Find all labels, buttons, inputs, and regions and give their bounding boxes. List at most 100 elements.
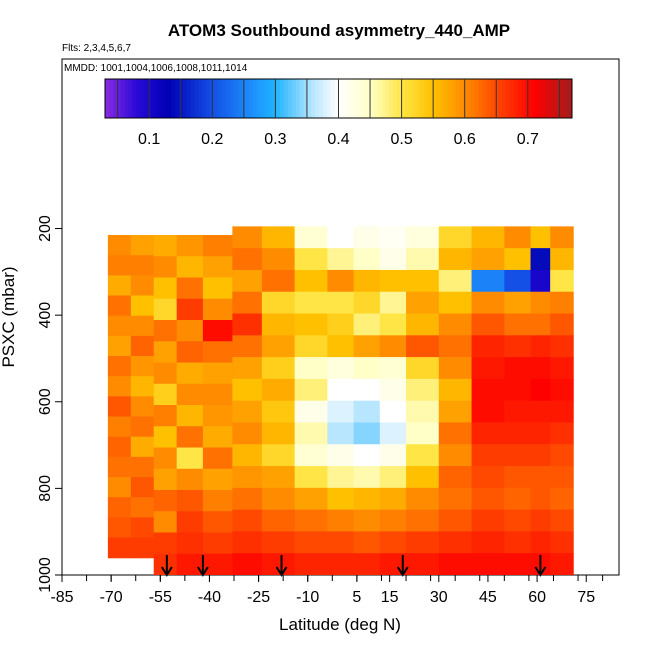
- x-tick-label: -85: [50, 589, 73, 606]
- heatmap-cell: [202, 532, 233, 555]
- heatmap-cell: [471, 269, 505, 293]
- heatmap-cell: [530, 400, 551, 424]
- heatmap-cell: [550, 422, 574, 445]
- heatmap-cell: [406, 553, 440, 575]
- heatmap-cell: [261, 357, 296, 380]
- heatmap-cell: [261, 509, 296, 533]
- colorbar-segment: [509, 79, 515, 118]
- colorbar-segment: [330, 79, 336, 118]
- colorbar-segment: [404, 79, 410, 118]
- heatmap-cell: [353, 531, 381, 554]
- heatmap-cell: [202, 490, 233, 512]
- heatmap-cell: [261, 248, 296, 271]
- heatmap-cell: [379, 444, 407, 467]
- heatmap-cell: [294, 357, 328, 380]
- colorbar-segment: [533, 79, 538, 118]
- heatmap-cell: [130, 537, 155, 559]
- heatmap-cell: [261, 487, 296, 511]
- heatmap-cell: [261, 378, 296, 402]
- heatmap-cell: [471, 531, 505, 554]
- colorbar-tick-label: 0.6: [454, 131, 476, 148]
- heatmap-cell: [232, 553, 263, 575]
- colorbar-segment: [245, 79, 250, 118]
- heatmap-cell: [353, 509, 381, 533]
- heatmap-cell: [107, 456, 132, 478]
- heatmap-cell: [232, 291, 263, 315]
- colorbar-segment: [143, 79, 149, 118]
- heatmap-cell: [130, 275, 155, 297]
- colorbar-segment: [470, 79, 476, 118]
- heatmap-cell: [202, 277, 233, 300]
- heatmap-cell: [294, 269, 328, 293]
- heatmap-cell: [232, 378, 263, 402]
- colorbar-segment: [213, 79, 219, 118]
- profile-column: [327, 226, 355, 575]
- colorbar-segment: [124, 79, 129, 118]
- heatmap-cell: [107, 255, 132, 276]
- heatmap-cell: [550, 335, 574, 358]
- colorbar-segment: [303, 79, 308, 118]
- heatmap-cell: [438, 335, 473, 358]
- heatmap-cell: [504, 269, 532, 293]
- colorbar-segment: [381, 79, 386, 118]
- heatmap-cell: [202, 447, 233, 470]
- colorbar-segment: [342, 79, 347, 118]
- colorbar-segment: [482, 79, 487, 118]
- heatmap-cell: [504, 466, 532, 489]
- heatmap-cell: [530, 466, 551, 489]
- heatmap-cell: [550, 313, 574, 336]
- profile-column: [232, 226, 263, 575]
- heatmap-cell: [130, 255, 155, 276]
- colorbar-segment: [357, 79, 363, 118]
- heatmap-cell: [294, 226, 328, 249]
- heatmap-cell: [379, 313, 407, 336]
- heatmap-cell: [353, 444, 381, 467]
- y-tick-label: 1000: [37, 557, 54, 593]
- heatmap-cell: [353, 553, 381, 575]
- colorbar-segment: [334, 79, 339, 118]
- x-tick-label: -10: [296, 589, 319, 606]
- heatmap-cell: [202, 468, 233, 491]
- heatmap-cell: [379, 487, 407, 511]
- heatmap-cell: [530, 357, 551, 380]
- heatmap-cell: [379, 466, 407, 489]
- heatmap-cell: [504, 378, 532, 402]
- heatmap-cell: [471, 291, 505, 315]
- colorbar-segment: [490, 79, 495, 118]
- heatmap-cell: [471, 400, 505, 424]
- colorbar-tick-label: 0.1: [138, 131, 160, 148]
- heatmap-cell: [327, 487, 355, 511]
- heatmap-cell: [550, 269, 574, 293]
- heatmap-cell: [353, 466, 381, 489]
- heatmap-cell: [438, 466, 473, 489]
- heatmap-cell: [504, 357, 532, 380]
- heatmap-cell: [261, 291, 296, 315]
- heatmap-cell: [232, 444, 263, 467]
- heatmap-cell: [327, 400, 355, 424]
- colorbar-segment: [307, 79, 312, 118]
- heatmap-cell: [530, 335, 551, 358]
- x-tick-label: -40: [198, 589, 221, 606]
- heatmap-cell: [504, 509, 532, 533]
- heatmap-cell: [294, 487, 328, 511]
- colorbar-segment: [132, 79, 137, 118]
- heatmap-cell: [530, 313, 551, 336]
- heatmap-cell: [406, 378, 440, 402]
- colorbar-segment: [264, 79, 269, 118]
- profile-column: [530, 226, 551, 575]
- colorbar-segment: [521, 79, 526, 118]
- profile-arrow: [275, 555, 288, 577]
- heatmap-cell: [261, 335, 296, 358]
- heatmap-cell: [176, 277, 204, 300]
- profile-column: [294, 226, 328, 575]
- colorbar-segment: [505, 79, 511, 118]
- colorbar-segment: [151, 79, 157, 118]
- heatmap-cell: [438, 313, 473, 336]
- heatmap-cell: [406, 335, 440, 358]
- heatmap-cell: [176, 447, 204, 470]
- heatmap-cell: [379, 531, 407, 554]
- heatmap-cell: [327, 269, 355, 293]
- x-tick-label: 60: [528, 589, 546, 606]
- heatmap-cell: [406, 400, 440, 424]
- colorbar-segment: [396, 79, 402, 118]
